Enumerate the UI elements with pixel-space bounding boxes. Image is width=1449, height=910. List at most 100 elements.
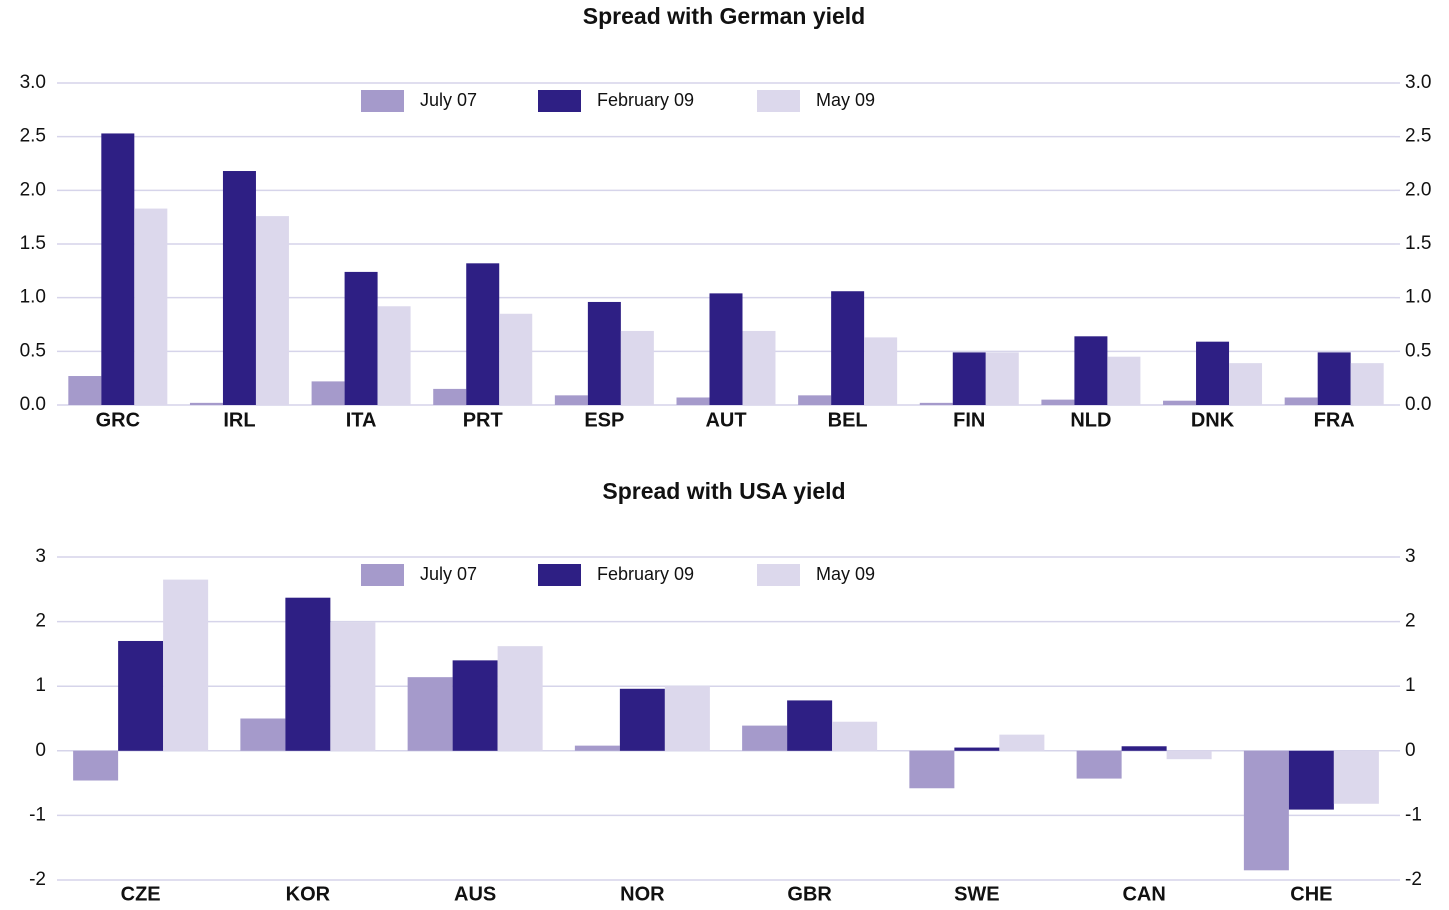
bar	[1196, 341, 1230, 405]
bar	[344, 271, 378, 405]
y-tick-label: 2.5	[20, 126, 46, 147]
bar	[620, 330, 654, 405]
y-tick-label: 2.0	[20, 179, 46, 200]
x-tick-label: AUT	[705, 409, 746, 431]
x-tick-label: FIN	[953, 409, 985, 431]
x-tick-label: AUS	[454, 883, 496, 905]
y2-tick-label: -2	[1405, 869, 1422, 890]
y-tick-label: 0	[35, 740, 46, 761]
bar	[798, 395, 832, 405]
legend-label: May 09	[816, 90, 875, 110]
y2-tick-label: 1.5	[1405, 233, 1431, 254]
bar	[742, 330, 776, 405]
y-tick-label: 1.0	[20, 287, 46, 308]
bar	[864, 337, 898, 405]
bar	[831, 291, 865, 405]
y2-tick-label: 0	[1405, 740, 1416, 761]
bar	[73, 750, 119, 781]
y2-tick-label: 0.5	[1405, 340, 1431, 361]
bar	[189, 402, 223, 405]
bar	[1350, 363, 1384, 405]
x-tick-label: GRC	[96, 409, 140, 431]
x-tick-label: DNK	[1191, 409, 1235, 431]
legend-swatch	[538, 564, 581, 586]
x-tick-label: NLD	[1070, 409, 1111, 431]
bar	[919, 402, 953, 405]
bar	[954, 747, 1000, 751]
bar	[1074, 336, 1108, 405]
bar	[1317, 352, 1351, 405]
y2-tick-label: 1.0	[1405, 287, 1431, 308]
x-tick-label: CAN	[1122, 883, 1165, 905]
bar	[311, 381, 345, 405]
x-tick-label: PRT	[463, 409, 503, 431]
y2-tick-label: -1	[1405, 804, 1422, 825]
bar	[101, 133, 135, 406]
bar	[1166, 750, 1212, 760]
bar	[985, 352, 1019, 405]
bar	[832, 721, 878, 751]
bar	[574, 745, 620, 751]
bar	[1284, 397, 1318, 405]
bar	[1076, 750, 1122, 779]
x-tick-label: BEL	[828, 409, 868, 431]
y-tick-label: 0.0	[20, 394, 46, 415]
bar	[1163, 400, 1197, 405]
y-tick-label: 3	[35, 546, 46, 567]
chart-title: Spread with German yield	[583, 3, 865, 29]
bar	[1333, 750, 1379, 804]
bar	[285, 597, 331, 751]
x-tick-label: ITA	[346, 409, 377, 431]
bar	[909, 750, 955, 789]
bar	[377, 306, 411, 405]
x-tick-label: ESP	[584, 409, 624, 431]
y-tick-label: 0.5	[20, 340, 46, 361]
y2-tick-label: 0.0	[1405, 394, 1431, 415]
bar	[1107, 356, 1141, 405]
bar	[222, 171, 256, 405]
x-tick-label: CHE	[1290, 883, 1332, 905]
bar	[1041, 399, 1075, 405]
bar	[587, 301, 621, 405]
y-tick-label: 2	[35, 611, 46, 632]
bar	[407, 677, 453, 751]
bar	[952, 352, 986, 405]
bar	[68, 376, 102, 405]
legend-label: February 09	[597, 90, 694, 110]
legend-label: May 09	[816, 564, 875, 584]
bar	[1243, 750, 1289, 871]
legend-swatch	[361, 90, 404, 112]
x-tick-label: IRL	[223, 409, 255, 431]
y2-tick-label: 2.5	[1405, 126, 1431, 147]
y-tick-label: 3.0	[20, 72, 46, 93]
bar	[664, 686, 710, 751]
bar	[709, 293, 743, 405]
y2-tick-label: 2.0	[1405, 179, 1431, 200]
bar	[499, 313, 533, 405]
bar	[433, 388, 467, 405]
bar	[554, 395, 588, 405]
y2-tick-label: 3.0	[1405, 72, 1431, 93]
x-tick-label: SWE	[954, 883, 1000, 905]
bar	[452, 660, 498, 751]
bar	[118, 640, 164, 751]
bar	[676, 397, 710, 405]
bar	[1288, 750, 1334, 810]
legend-label: July 07	[420, 564, 477, 584]
bar	[787, 700, 833, 751]
y2-tick-label: 1	[1405, 675, 1416, 696]
bar	[1229, 363, 1263, 405]
legend-swatch	[538, 90, 581, 112]
bar	[466, 263, 500, 405]
chart-title: Spread with USA yield	[602, 478, 845, 504]
y2-tick-label: 2	[1405, 611, 1416, 632]
bar	[134, 208, 168, 405]
x-tick-label: NOR	[620, 883, 665, 905]
bar	[619, 688, 665, 751]
legend-swatch	[757, 564, 800, 586]
bar	[240, 718, 286, 751]
y-tick-label: 1	[35, 675, 46, 696]
x-tick-label: KOR	[286, 883, 331, 905]
bar	[742, 725, 788, 751]
